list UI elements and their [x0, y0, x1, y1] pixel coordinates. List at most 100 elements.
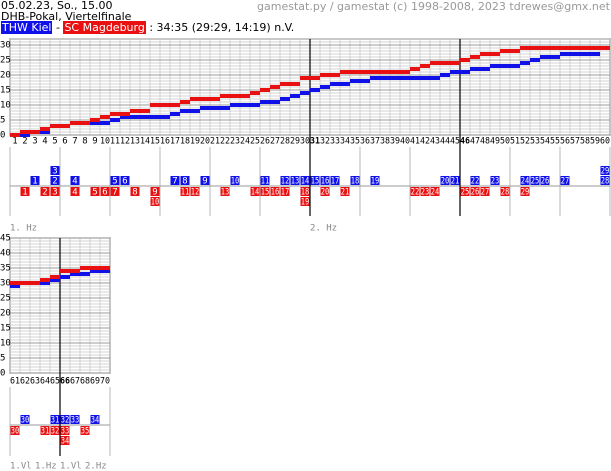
score-segment: [60, 275, 70, 279]
goal-box: [300, 187, 310, 196]
goal-number: 3: [52, 167, 57, 177]
goal-box: [460, 187, 470, 196]
goal-number: 28: [501, 188, 510, 198]
x-tick-label: 11: [110, 137, 120, 147]
x-tick-label: 29: [290, 137, 300, 147]
goal-number: 2: [52, 177, 57, 187]
period-label: 1.Vl: [10, 462, 32, 471]
x-tick-label: 30: [300, 137, 310, 147]
x-tick-label: 65: [50, 377, 60, 387]
x-tick-label: 64: [40, 377, 50, 387]
goal-number: 32: [51, 427, 60, 437]
goal-number: 27: [561, 177, 570, 187]
x-tick-label: 53: [530, 137, 540, 147]
x-tick-label: 56: [560, 137, 570, 147]
goal-box: [50, 426, 60, 435]
goal-number: 1: [22, 188, 27, 198]
goal-number: 24: [431, 188, 440, 198]
goal-box: [520, 176, 530, 185]
goal-number: 30: [21, 416, 30, 426]
goal-number: 23: [491, 177, 500, 187]
x-tick-label: 57: [570, 137, 580, 147]
goal-box: [220, 187, 230, 196]
goal-box: [290, 176, 300, 185]
goal-number: 32: [61, 416, 70, 426]
goal-number: 14: [301, 177, 310, 187]
goal-box: [60, 415, 70, 424]
y-tick-label: 5: [0, 354, 5, 364]
goal-box: [340, 187, 350, 196]
score-segment: [80, 266, 110, 270]
goal-box: [430, 187, 440, 196]
score-segment: [200, 106, 230, 110]
goal-number: 21: [341, 188, 350, 198]
x-tick-label: 13: [130, 137, 140, 147]
goal-box: [150, 197, 160, 206]
score-segment: [370, 76, 440, 80]
score-segment: [250, 91, 260, 95]
score-segment: [150, 103, 180, 107]
score-segment: [530, 58, 540, 62]
score-segment: [10, 281, 40, 285]
y-tick-label: 25: [0, 294, 11, 304]
goal-number: 8: [182, 177, 187, 187]
score-segment: [70, 121, 90, 125]
goal-box: [540, 176, 550, 185]
goal-box: [60, 436, 70, 445]
goal-number: 13: [291, 177, 300, 187]
goal-box: [20, 415, 30, 424]
y-tick-label: 40: [0, 249, 11, 259]
goal-box: [280, 187, 290, 196]
score-segment: [70, 272, 90, 276]
score-segment: [180, 100, 190, 104]
goal-box: [10, 426, 20, 435]
y-tick-label: 10: [0, 101, 11, 111]
goal-number: 30: [11, 427, 20, 437]
x-tick-label: 14: [140, 137, 150, 147]
goal-number: 22: [411, 188, 420, 198]
y-tick-label: 35: [0, 264, 11, 274]
goal-box: [260, 176, 270, 185]
x-tick-label: 21: [210, 137, 220, 147]
goal-number: 18: [351, 177, 360, 187]
y-tick-label: 15: [0, 86, 11, 96]
goal-number: 5: [92, 188, 97, 198]
goal-box: [110, 187, 120, 196]
score-segment: [500, 49, 520, 53]
goal-box: [530, 176, 540, 185]
goal-box: [70, 415, 80, 424]
x-tick-label: 19: [190, 137, 200, 147]
score-segment: [410, 67, 420, 71]
score-segment: [60, 269, 80, 273]
x-tick-label: 26: [260, 137, 270, 147]
goal-number: 25: [531, 177, 540, 187]
goal-number: 19: [371, 177, 380, 187]
goal-number: 31: [41, 427, 50, 437]
goal-number: 2: [42, 188, 47, 198]
x-tick-label: 63: [30, 377, 40, 387]
score-segment: [10, 284, 20, 288]
goal-number: 26: [541, 177, 550, 187]
score-segment: [40, 278, 50, 282]
goal-box: [270, 187, 280, 196]
goal-box: [80, 426, 90, 435]
goal-number: 27: [481, 188, 490, 198]
goal-box: [120, 176, 130, 185]
goal-box: [190, 187, 200, 196]
x-tick-label: 61: [10, 377, 20, 387]
score-segment: [100, 115, 110, 119]
score-segment: [520, 61, 530, 65]
x-tick-label: 9: [92, 137, 97, 147]
x-tick-label: 12: [120, 137, 130, 147]
score-segment: [330, 82, 350, 86]
goal-number: 15: [261, 188, 270, 198]
score-segment: [440, 73, 450, 77]
goal-box: [180, 176, 190, 185]
goal-box: [70, 176, 80, 185]
score-segment: [560, 52, 600, 56]
x-tick-label: 20: [200, 137, 210, 147]
goal-box: [70, 187, 80, 196]
y-tick-label: 10: [0, 339, 11, 349]
goal-number: 4: [72, 188, 77, 198]
